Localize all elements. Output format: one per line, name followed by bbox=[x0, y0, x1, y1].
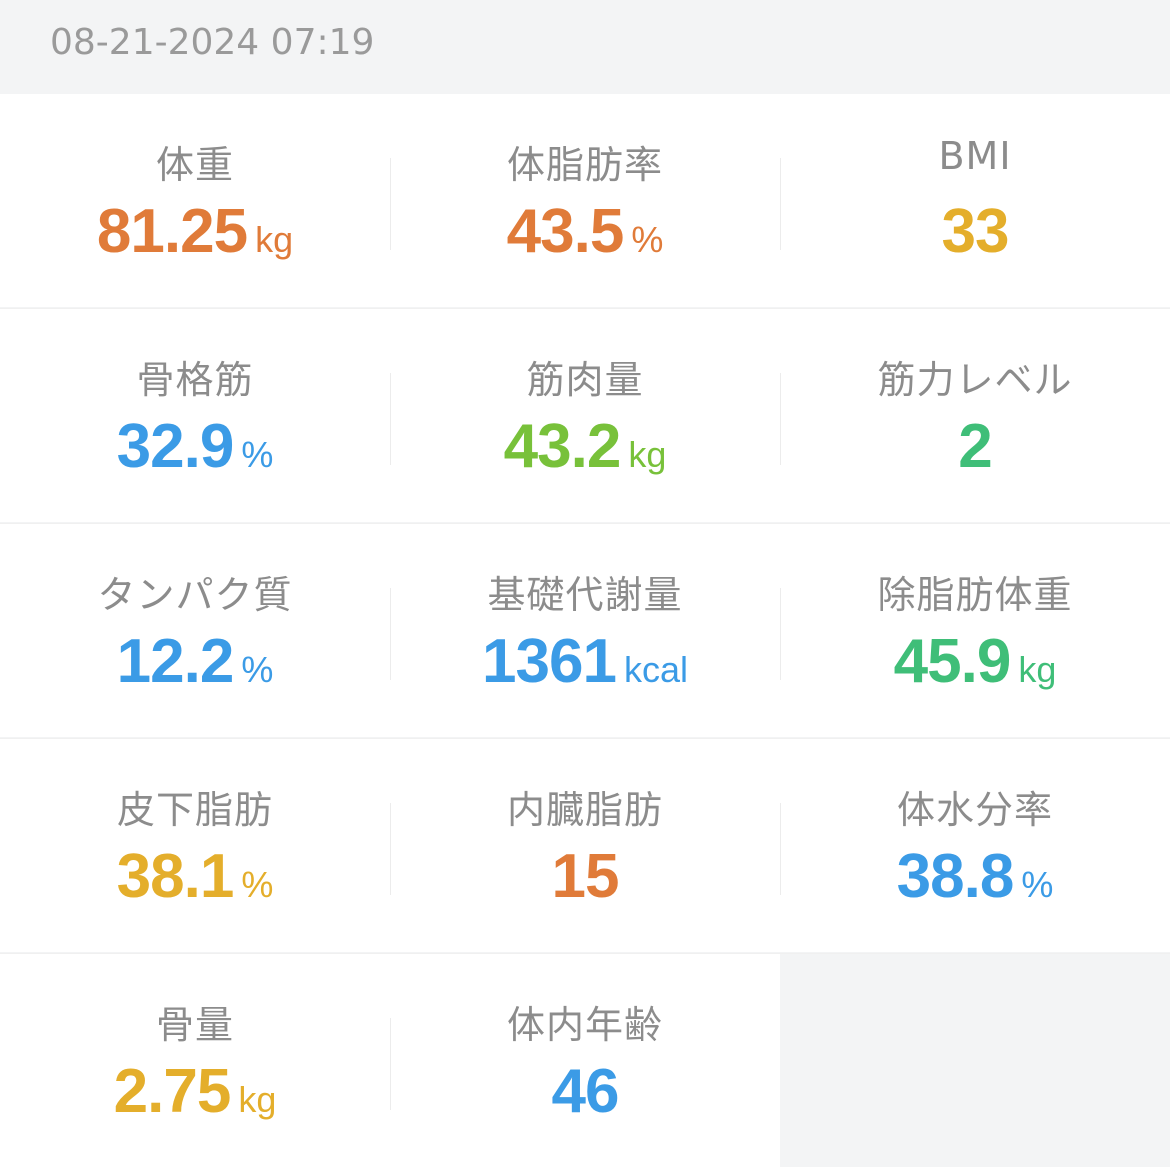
column-divider bbox=[780, 588, 781, 680]
date-header: 08-21-2024 07:19 bbox=[0, 0, 1170, 94]
metric-cell-bone-mass[interactable]: 骨量 2.75 kg bbox=[0, 954, 390, 1167]
column-divider bbox=[390, 373, 391, 465]
row-divider bbox=[0, 308, 1170, 309]
metric-cell-skeletal-muscle[interactable]: 骨格筋 32.9% bbox=[0, 309, 390, 522]
row-divider bbox=[0, 953, 1170, 954]
metric-label: 筋力レベル bbox=[877, 358, 1073, 402]
metric-cell-body-fat[interactable]: 体脂肪率 43.5% bbox=[390, 94, 780, 307]
column-divider bbox=[390, 803, 391, 895]
metric-value: 33 bbox=[941, 197, 1010, 266]
metric-unit: kg bbox=[238, 1079, 277, 1120]
metric-value-line: 81.25 kg bbox=[0, 196, 390, 267]
row-divider bbox=[0, 738, 1170, 739]
measurement-timestamp: 08-21-2024 07:19 bbox=[50, 22, 375, 63]
metric-value: 2 bbox=[958, 412, 992, 481]
metric-value-line: 43.2 kg bbox=[390, 411, 780, 482]
metric-label: BMI bbox=[938, 134, 1012, 178]
metric-cell-basal-metabolism[interactable]: 基礎代謝量 1361 kcal bbox=[390, 524, 780, 737]
metric-value-line: 43.5% bbox=[390, 196, 780, 267]
metric-value-line: 33 bbox=[780, 196, 1170, 267]
metric-unit: % bbox=[1021, 864, 1054, 905]
metric-cell-bmi[interactable]: BMI 33 bbox=[780, 94, 1170, 307]
row-divider bbox=[0, 523, 1170, 524]
metric-unit: kcal bbox=[623, 649, 688, 690]
metrics-row: 骨格筋 32.9% 筋肉量 43.2 kg 筋力レベル 2 bbox=[0, 309, 1170, 522]
metric-label: 体内年齢 bbox=[506, 1003, 663, 1047]
metric-value: 81.25 bbox=[96, 197, 248, 266]
metric-value: 38.1 bbox=[116, 842, 235, 911]
metric-value-line: 1361 kcal bbox=[390, 626, 780, 697]
metric-label: 骨量 bbox=[155, 1003, 234, 1047]
metric-value-line: 2 bbox=[780, 411, 1170, 482]
metric-label: 体脂肪率 bbox=[506, 143, 663, 187]
metric-value-line: 2.75 kg bbox=[0, 1056, 390, 1127]
metric-cell-body-age[interactable]: 体内年齢 46 bbox=[390, 954, 780, 1167]
metric-cell-weight[interactable]: 体重 81.25 kg bbox=[0, 94, 390, 307]
metric-label: 筋肉量 bbox=[526, 358, 644, 402]
metric-cell-subcutaneous-fat[interactable]: 皮下脂肪 38.1% bbox=[0, 739, 390, 952]
metric-unit: % bbox=[241, 434, 274, 475]
metric-label: 除脂肪体重 bbox=[877, 573, 1073, 617]
metrics-row: 皮下脂肪 38.1% 内臓脂肪 15 体水分率 38.8% bbox=[0, 739, 1170, 952]
metric-value: 38.8 bbox=[896, 842, 1015, 911]
column-divider bbox=[780, 373, 781, 465]
column-divider bbox=[390, 1018, 391, 1110]
metrics-row: タンパク質 12.2% 基礎代謝量 1361 kcal 除脂肪体重 45.9 kg bbox=[0, 524, 1170, 737]
metric-cell-visceral-fat[interactable]: 内臓脂肪 15 bbox=[390, 739, 780, 952]
metric-cell-strength-level[interactable]: 筋力レベル 2 bbox=[780, 309, 1170, 522]
metric-label: 体水分率 bbox=[896, 788, 1053, 832]
metric-unit: kg bbox=[255, 219, 294, 260]
metric-cell-body-water[interactable]: 体水分率 38.8% bbox=[780, 739, 1170, 952]
metric-cell-protein[interactable]: タンパク質 12.2% bbox=[0, 524, 390, 737]
metric-label: タンパク質 bbox=[97, 573, 293, 617]
metric-value-line: 12.2% bbox=[0, 626, 390, 697]
metric-value: 43.2 bbox=[503, 412, 622, 481]
metric-value: 15 bbox=[551, 842, 620, 911]
metric-cell-lean-body-mass[interactable]: 除脂肪体重 45.9 kg bbox=[780, 524, 1170, 737]
metrics-row: 体重 81.25 kg 体脂肪率 43.5% BMI 33 bbox=[0, 94, 1170, 307]
column-divider bbox=[780, 803, 781, 895]
metric-value-line: 32.9% bbox=[0, 411, 390, 482]
empty-cell bbox=[780, 954, 1170, 1165]
column-divider bbox=[390, 158, 391, 250]
metric-label: 骨格筋 bbox=[136, 358, 254, 402]
metric-value: 46 bbox=[551, 1057, 620, 1126]
metric-value-line: 45.9 kg bbox=[780, 626, 1170, 697]
metric-value: 45.9 bbox=[893, 627, 1012, 696]
column-divider bbox=[780, 158, 781, 250]
metric-unit: % bbox=[631, 219, 664, 260]
metric-label: 皮下脂肪 bbox=[116, 788, 273, 832]
metric-value-line: 15 bbox=[390, 841, 780, 912]
metric-value: 1361 bbox=[482, 627, 617, 696]
metric-value: 43.5 bbox=[506, 197, 625, 266]
metric-unit: % bbox=[241, 649, 274, 690]
metric-value-line: 38.8% bbox=[780, 841, 1170, 912]
metric-unit: % bbox=[241, 864, 274, 905]
column-divider bbox=[390, 588, 391, 680]
metric-label: 基礎代謝量 bbox=[487, 573, 683, 617]
metrics-row: 骨量 2.75 kg 体内年齢 46 bbox=[0, 954, 1170, 1167]
metric-cell-muscle-mass[interactable]: 筋肉量 43.2 kg bbox=[390, 309, 780, 522]
metric-label: 体重 bbox=[155, 143, 234, 187]
metric-unit: kg bbox=[1018, 649, 1057, 690]
metric-value: 32.9 bbox=[116, 412, 235, 481]
metric-value: 2.75 bbox=[113, 1057, 232, 1126]
metrics-grid: 体重 81.25 kg 体脂肪率 43.5% BMI 33 骨格筋 32.9% bbox=[0, 94, 1170, 1167]
metric-value-line: 46 bbox=[390, 1056, 780, 1127]
metric-value-line: 38.1% bbox=[0, 841, 390, 912]
metric-value: 12.2 bbox=[116, 627, 235, 696]
metric-unit: kg bbox=[628, 434, 667, 475]
metric-label: 内臓脂肪 bbox=[506, 788, 663, 832]
